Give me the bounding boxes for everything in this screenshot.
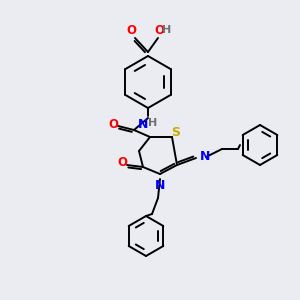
Text: N: N [200, 151, 210, 164]
Text: O: O [154, 24, 164, 37]
Text: O: O [126, 24, 136, 37]
Text: H: H [162, 25, 172, 35]
Text: O: O [117, 157, 127, 169]
Text: H: H [148, 118, 158, 128]
Text: N: N [138, 118, 148, 131]
Text: O: O [108, 118, 118, 130]
Text: N: N [155, 179, 165, 192]
Text: S: S [172, 127, 181, 140]
